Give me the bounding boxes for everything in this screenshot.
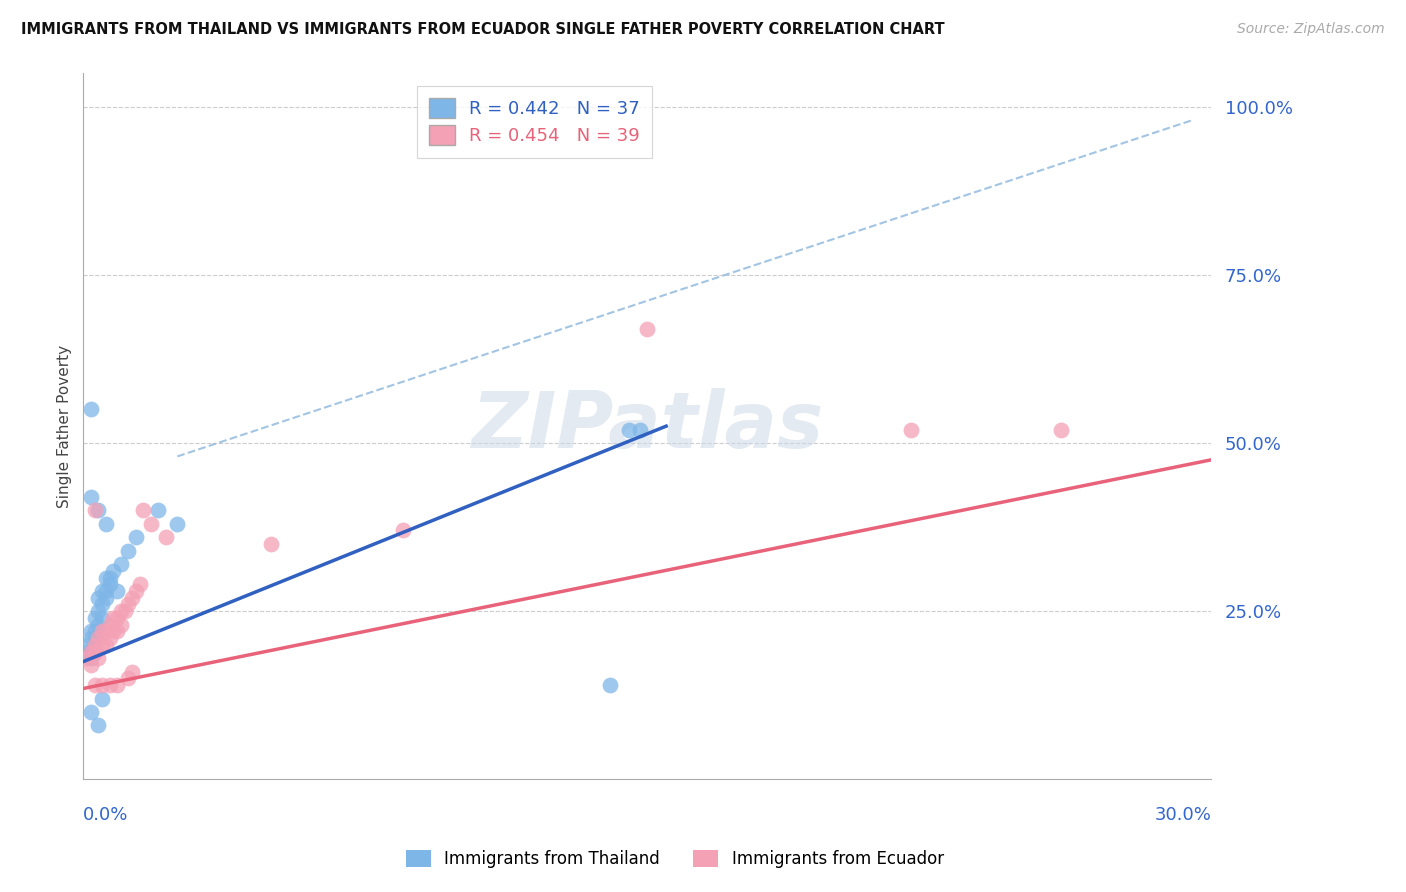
- Point: [98, 617, 121, 632]
- Point: [94, 516, 117, 531]
- Point: [121, 591, 143, 605]
- Point: [105, 624, 128, 639]
- Point: [87, 718, 110, 732]
- Point: [114, 604, 136, 618]
- Point: [105, 678, 128, 692]
- Point: [636, 321, 658, 335]
- Point: [117, 543, 139, 558]
- Point: [628, 423, 651, 437]
- Point: [83, 678, 105, 692]
- Point: [103, 564, 125, 578]
- Y-axis label: Single Father Poverty: Single Father Poverty: [58, 344, 72, 508]
- Text: 0.0%: 0.0%: [83, 806, 129, 824]
- Point: [94, 584, 117, 599]
- Point: [80, 657, 103, 672]
- Point: [83, 644, 105, 658]
- Point: [599, 678, 621, 692]
- Text: ZIPatlas: ZIPatlas: [471, 388, 824, 464]
- Point: [121, 665, 143, 679]
- Point: [83, 624, 105, 639]
- Point: [98, 678, 121, 692]
- Point: [103, 624, 125, 639]
- Point: [83, 631, 105, 645]
- Point: [91, 611, 114, 625]
- Point: [80, 705, 103, 719]
- Text: 30.0%: 30.0%: [1154, 806, 1212, 824]
- Point: [87, 503, 110, 517]
- Point: [83, 503, 105, 517]
- Point: [260, 537, 283, 551]
- Point: [80, 490, 103, 504]
- Point: [87, 604, 110, 618]
- Point: [94, 591, 117, 605]
- Point: [91, 624, 114, 639]
- Point: [132, 503, 155, 517]
- Point: [91, 584, 114, 599]
- Point: [110, 557, 132, 571]
- Point: [139, 516, 162, 531]
- Point: [80, 644, 103, 658]
- Point: [98, 577, 121, 591]
- Point: [80, 651, 103, 665]
- Point: [900, 423, 922, 437]
- Point: [80, 624, 103, 639]
- Point: [105, 584, 128, 599]
- Point: [125, 584, 148, 599]
- Point: [110, 604, 132, 618]
- Point: [76, 651, 98, 665]
- Point: [617, 423, 640, 437]
- Point: [110, 617, 132, 632]
- Legend: R = 0.442   N = 37, R = 0.454   N = 39: R = 0.442 N = 37, R = 0.454 N = 39: [416, 86, 652, 158]
- Text: IMMIGRANTS FROM THAILAND VS IMMIGRANTS FROM ECUADOR SINGLE FATHER POVERTY CORREL: IMMIGRANTS FROM THAILAND VS IMMIGRANTS F…: [21, 22, 945, 37]
- Point: [94, 570, 117, 584]
- Point: [98, 570, 121, 584]
- Point: [94, 624, 117, 639]
- Point: [105, 611, 128, 625]
- Point: [87, 617, 110, 632]
- Point: [87, 631, 110, 645]
- Point: [87, 651, 110, 665]
- Point: [166, 516, 188, 531]
- Point: [392, 524, 415, 538]
- Point: [91, 678, 114, 692]
- Point: [155, 530, 177, 544]
- Point: [83, 611, 105, 625]
- Point: [128, 577, 150, 591]
- Point: [1050, 423, 1073, 437]
- Point: [76, 644, 98, 658]
- Legend: Immigrants from Thailand, Immigrants from Ecuador: Immigrants from Thailand, Immigrants fro…: [399, 843, 950, 875]
- Point: [87, 591, 110, 605]
- Point: [80, 402, 103, 417]
- Point: [91, 638, 114, 652]
- Point: [125, 530, 148, 544]
- Point: [117, 672, 139, 686]
- Point: [98, 631, 121, 645]
- Point: [94, 638, 117, 652]
- Text: Source: ZipAtlas.com: Source: ZipAtlas.com: [1237, 22, 1385, 37]
- Point: [83, 638, 105, 652]
- Point: [80, 631, 103, 645]
- Point: [76, 638, 98, 652]
- Point: [91, 598, 114, 612]
- Point: [117, 598, 139, 612]
- Point: [91, 691, 114, 706]
- Point: [148, 503, 170, 517]
- Point: [83, 644, 105, 658]
- Point: [103, 611, 125, 625]
